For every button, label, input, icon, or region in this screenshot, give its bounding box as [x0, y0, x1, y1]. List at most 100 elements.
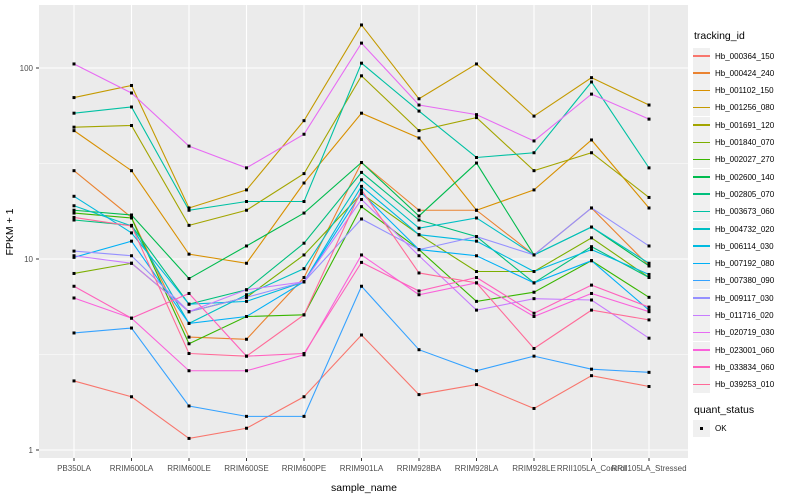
data-point-marker: [187, 277, 191, 281]
series-markers-Hb_001102_150: [72, 111, 651, 265]
data-point-marker: [647, 244, 651, 248]
data-point-marker: [72, 208, 76, 212]
legend-key-swatch: [693, 376, 710, 394]
data-point-marker: [130, 213, 133, 217]
legend-item-label: Hb_001840_070: [715, 138, 775, 147]
legend-item-Hb_001256_080: Hb_001256_080: [693, 99, 800, 117]
data-point-marker: [360, 41, 363, 45]
data-point-marker: [72, 111, 76, 115]
legend-color-line: [693, 383, 710, 386]
data-point-marker: [360, 205, 363, 209]
legend-item-Hb_001691_120: Hb_001691_120: [693, 116, 800, 134]
data-point-marker: [475, 308, 478, 312]
data-point-marker: [245, 208, 248, 212]
data-point-marker: [647, 117, 651, 121]
data-point-marker: [647, 305, 651, 309]
data-point-marker: [417, 97, 421, 101]
data-point-marker: [647, 385, 651, 389]
legend-color-line: [693, 331, 710, 334]
data-point-marker: [302, 211, 306, 215]
data-point-marker: [360, 74, 363, 78]
data-point-marker: [360, 188, 363, 192]
data-point-marker: [532, 139, 536, 143]
data-point-marker: [647, 318, 651, 322]
x-tick-label: RRIM600SE: [224, 464, 268, 473]
data-point-marker: [417, 254, 421, 258]
data-point-marker: [475, 276, 478, 280]
data-point-marker: [647, 166, 651, 170]
data-point-marker: [72, 218, 76, 222]
data-point-marker: [245, 369, 248, 373]
legend-item-Hb_002805_070: Hb_002805_070: [693, 185, 800, 203]
data-point-marker: [590, 245, 593, 249]
data-point-marker: [532, 270, 536, 274]
legend-color-line: [693, 141, 710, 144]
data-point-marker: [532, 281, 536, 285]
data-point-marker: [417, 348, 421, 352]
data-point-marker: [302, 119, 306, 123]
legend-key-swatch: [693, 185, 710, 203]
data-point-marker: [647, 264, 651, 268]
data-point-marker: [302, 267, 306, 271]
data-point-marker: [302, 352, 306, 356]
data-point-marker: [360, 217, 363, 221]
data-point-marker: [417, 393, 421, 397]
data-point-marker: [475, 383, 478, 387]
data-point-marker: [590, 151, 593, 155]
data-point-marker: [187, 321, 191, 325]
legend-key-swatch: [693, 99, 710, 117]
legend-item-Hb_023001_060: Hb_023001_060: [693, 341, 800, 359]
legend-key-swatch: [693, 220, 710, 238]
legend-key-swatch: [693, 237, 710, 255]
data-point-marker: [187, 208, 191, 212]
data-point-marker: [72, 169, 76, 173]
y-axis-title: FPKM + 1: [4, 208, 16, 256]
data-point-marker: [475, 155, 478, 159]
data-point-marker: [302, 172, 306, 176]
data-point-marker: [245, 288, 248, 292]
legend-item-label: Hb_023001_060: [715, 345, 775, 355]
legend-title-quant-status: quant_status: [694, 404, 755, 416]
data-point-marker: [532, 311, 536, 315]
data-point-marker: [302, 181, 306, 185]
data-point-marker: [647, 272, 651, 276]
data-point-marker: [475, 254, 478, 258]
data-point-marker: [590, 76, 593, 80]
legend-key-swatch: [693, 82, 710, 100]
legend-item-Hb_020719_030: Hb_020719_030: [693, 324, 800, 342]
data-point-marker: [360, 184, 363, 188]
data-point-marker: [130, 231, 133, 235]
x-tick-label: RRII105LA_Control: [557, 464, 627, 473]
data-point-marker: [647, 295, 651, 299]
data-point-marker: [590, 374, 593, 378]
legend-item-label: Hb_020719_030: [715, 328, 775, 338]
legend-item-Hb_007380_090: Hb_007380_090: [693, 272, 800, 290]
data-point-marker: [360, 111, 363, 115]
data-point-marker: [245, 426, 248, 430]
data-point-marker: [302, 253, 306, 257]
legend-item-label: Hb_001691_120: [715, 120, 775, 130]
legend-color-line: [693, 124, 710, 126]
series-markers-Hb_007380_090: [72, 284, 651, 418]
legend-item-Hb_033834_060: Hb_033834_060: [693, 358, 800, 376]
data-point-marker: [532, 354, 536, 358]
data-point-marker: [647, 308, 651, 312]
series-markers-Hb_001691_120: [72, 74, 651, 227]
x-tick-label: RRIM928LA: [455, 464, 499, 473]
data-point-marker: [302, 241, 306, 245]
legend-key-swatch: [693, 358, 710, 376]
legend-item-label: Hb_004732_020: [715, 224, 775, 234]
data-point-marker: [130, 83, 133, 87]
data-point-marker: [302, 132, 306, 136]
legend-marker-square: [700, 426, 704, 430]
data-point-marker: [302, 414, 306, 418]
legend-item-label: Hb_002027_270: [715, 155, 775, 165]
legend-key-swatch: [693, 168, 710, 186]
data-point-marker: [417, 226, 421, 230]
legend-item-Hb_006114_030: Hb_006114_030: [693, 237, 800, 255]
data-point-marker: [187, 223, 191, 227]
data-point-marker: [130, 254, 133, 258]
data-point-marker: [532, 169, 536, 173]
data-point-marker: [187, 310, 191, 314]
